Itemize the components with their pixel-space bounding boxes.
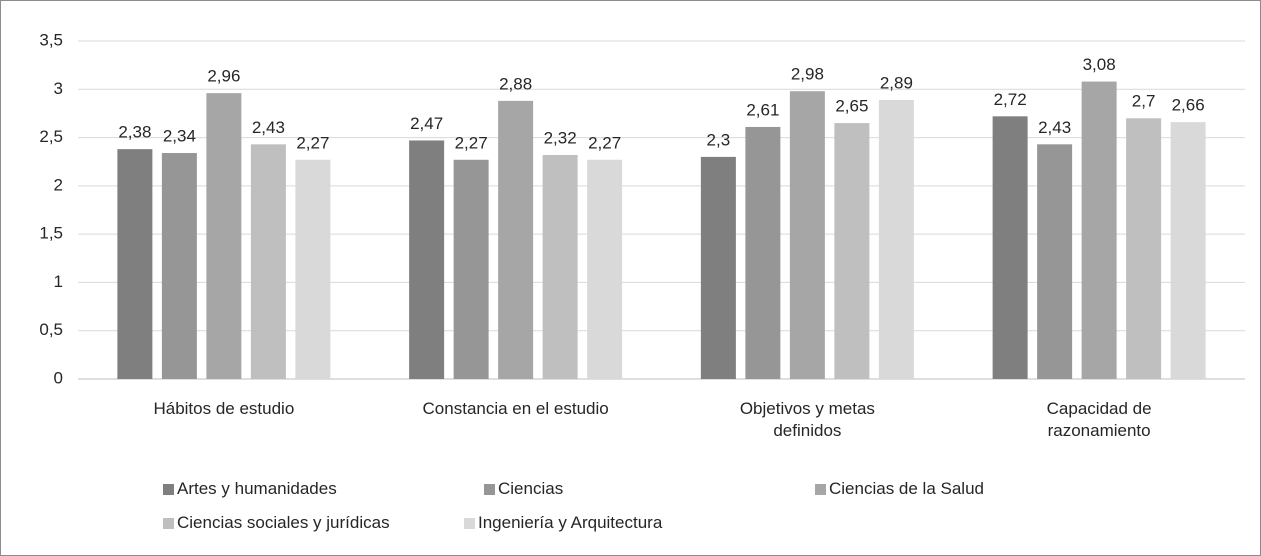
x-tick-label: Capacidad de razonamiento xyxy=(1046,399,1152,440)
bar xyxy=(745,126,781,379)
data-label: 2,98 xyxy=(791,65,824,84)
legend-swatch xyxy=(484,483,495,495)
bar xyxy=(498,100,534,380)
data-label: 2,96 xyxy=(207,67,240,86)
y-tick-label: 0 xyxy=(54,368,63,387)
legend-label: Ingeniería y Arquitectura xyxy=(478,513,663,532)
data-label: 2,34 xyxy=(163,127,196,146)
bar xyxy=(409,140,445,379)
data-label: 2,66 xyxy=(1172,96,1205,115)
bar xyxy=(1170,122,1206,380)
legend-item: Ciencias de la Salud xyxy=(815,479,984,499)
data-label: 2,47 xyxy=(410,114,443,133)
legend-swatch xyxy=(464,517,475,529)
data-label: 2,27 xyxy=(455,133,488,152)
y-tick-label: 0,5 xyxy=(39,320,63,339)
y-tick-label: 3 xyxy=(54,79,63,98)
x-tick-label: Constancia en el estudio xyxy=(422,399,609,418)
bar xyxy=(453,159,489,379)
y-tick-label: 3,5 xyxy=(39,30,63,49)
legend-label: Artes y humanidades xyxy=(177,479,337,498)
data-label: 2,89 xyxy=(880,73,913,92)
bar xyxy=(1081,81,1117,379)
legend-label: Ciencias sociales y jurídicas xyxy=(177,513,390,532)
data-label: 2,61 xyxy=(746,100,779,119)
bar xyxy=(587,159,623,379)
x-tick-label: Objetivos y metas definidos xyxy=(739,399,875,440)
y-tick-label: 1,5 xyxy=(39,224,63,243)
legend-item: Ingeniería y Arquitectura xyxy=(464,513,662,533)
legend-swatch xyxy=(163,517,174,529)
data-label: 2,88 xyxy=(499,74,532,93)
bar xyxy=(1126,118,1162,379)
legend-label: Ciencias xyxy=(498,479,564,498)
data-label: 3,08 xyxy=(1083,55,1116,74)
y-tick-label: 1 xyxy=(54,272,63,291)
legend-item: Artes y humanidades xyxy=(163,479,337,499)
bar xyxy=(295,159,331,379)
data-label: 2,65 xyxy=(835,97,868,116)
legend-swatch xyxy=(815,483,826,495)
data-label: 2,7 xyxy=(1132,92,1156,111)
legend-item: Ciencias sociales y jurídicas xyxy=(163,513,390,533)
bar xyxy=(992,116,1028,379)
data-label: 2,43 xyxy=(1038,118,1071,137)
data-label: 2,32 xyxy=(544,128,577,147)
legend-item: Ciencias xyxy=(484,479,563,499)
data-label: 2,43 xyxy=(252,118,285,137)
bar xyxy=(206,93,242,380)
bar xyxy=(834,123,870,379)
bar xyxy=(789,91,825,380)
data-label: 2,27 xyxy=(588,133,621,152)
y-tick-label: 2 xyxy=(54,175,63,194)
data-label: 2,3 xyxy=(707,130,731,149)
bar xyxy=(700,156,736,379)
data-label: 2,72 xyxy=(994,90,1027,109)
bar xyxy=(878,99,914,379)
bar xyxy=(161,153,197,379)
legend-swatch xyxy=(163,483,174,495)
bar xyxy=(117,149,153,379)
bar xyxy=(250,144,286,379)
y-tick-label: 2,5 xyxy=(39,127,63,146)
bar xyxy=(1037,144,1073,379)
data-label: 2,38 xyxy=(118,123,151,142)
legend-label: Ciencias de la Salud xyxy=(829,479,984,498)
bar xyxy=(542,154,578,379)
data-label: 2,27 xyxy=(296,133,329,152)
x-tick-label: Hábitos de estudio xyxy=(153,399,295,418)
